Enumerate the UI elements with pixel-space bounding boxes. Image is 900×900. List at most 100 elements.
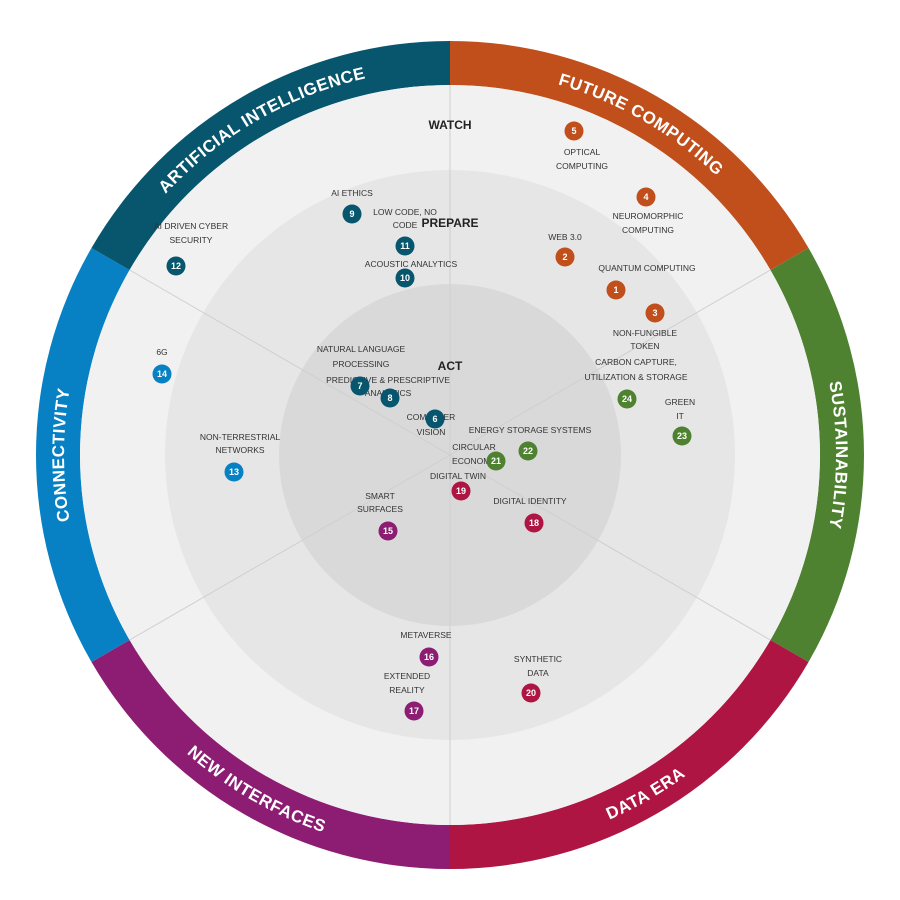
tech-number: 4	[643, 192, 648, 202]
tech-number: 23	[677, 431, 687, 441]
tech-number: 16	[424, 652, 434, 662]
tech-blip-ai-ethics[interactable]: 9	[342, 204, 362, 224]
tech-label-smart-surfaces: SURFACES	[357, 504, 403, 514]
tech-label-green-it: GREEN	[665, 397, 695, 407]
tech-number: 3	[652, 308, 657, 318]
tech-dot[interactable]	[645, 303, 665, 323]
segment-band-future-computing	[450, 41, 809, 270]
tech-blip-predictive-prescriptive-analytics[interactable]: 8	[380, 388, 400, 408]
tech-blip-non-terrestrial-networks[interactable]: 13	[224, 462, 244, 482]
tech-dot[interactable]	[555, 247, 575, 267]
tech-blip-non-fungible-token[interactable]: 3	[645, 303, 665, 323]
tech-number: 9	[349, 209, 354, 219]
tech-label-6g: 6G	[156, 347, 167, 357]
tech-blip-metaverse[interactable]: 16	[419, 647, 439, 667]
tech-blip-green-it[interactable]: 23	[672, 426, 692, 446]
tech-dot[interactable]	[419, 647, 439, 667]
tech-blip-smart-surfaces[interactable]: 15	[378, 521, 398, 541]
tech-blip-extended-reality[interactable]: 17	[404, 701, 424, 721]
tech-dot[interactable]	[380, 388, 400, 408]
tech-dot[interactable]	[518, 441, 538, 461]
tech-number: 10	[400, 273, 410, 283]
segment-divider	[129, 269, 451, 456]
tech-dot[interactable]	[486, 451, 506, 471]
tech-number: 6	[432, 414, 437, 424]
tech-label-circular-economy: ECONOMY	[452, 456, 496, 466]
tech-dot[interactable]	[152, 364, 172, 384]
tech-number: 15	[383, 526, 393, 536]
tech-dot[interactable]	[395, 268, 415, 288]
tech-dot[interactable]	[617, 389, 637, 409]
tech-label-low-code-no-code: LOW CODE, NO	[373, 207, 437, 217]
tech-dot[interactable]	[521, 683, 541, 703]
tech-label-optical-computing: OPTICAL	[564, 147, 601, 157]
ring-label-act: ACT	[438, 359, 463, 373]
segment-divider	[449, 269, 771, 456]
tech-label-non-fungible-token: NON-FUNGIBLE	[613, 328, 678, 338]
tech-dot[interactable]	[425, 409, 445, 429]
tech-dot[interactable]	[224, 462, 244, 482]
tech-label-neuromorphic-computing: COMPUTING	[622, 225, 674, 235]
tech-number: 19	[456, 486, 466, 496]
tech-blip-natural-language-processing[interactable]: 7	[350, 376, 370, 396]
tech-dot[interactable]	[166, 256, 186, 276]
tech-dot[interactable]	[636, 187, 656, 207]
tech-dot[interactable]	[672, 426, 692, 446]
tech-dot[interactable]	[404, 701, 424, 721]
tech-dot[interactable]	[451, 481, 471, 501]
tech-blip-circular-economy[interactable]: 21	[486, 451, 506, 471]
tech-label-low-code-no-code: CODE	[393, 220, 418, 230]
tech-number: 1	[613, 285, 618, 295]
tech-dot[interactable]	[342, 204, 362, 224]
tech-label-natural-language-processing: NATURAL LANGUAGE	[317, 344, 406, 354]
tech-label-non-terrestrial-networks: NON-TERRESTRIAL	[200, 432, 281, 442]
tech-dot[interactable]	[350, 376, 370, 396]
tech-blip-digital-twin[interactable]: 19	[451, 481, 471, 501]
tech-label-predictive-prescriptive-analytics: PREDICTIVE & PRESCRIPTIVE	[326, 375, 450, 385]
tech-dot[interactable]	[606, 280, 626, 300]
tech-number: 11	[400, 241, 410, 251]
tech-blip-web-3-0[interactable]: 2	[555, 247, 575, 267]
tech-number: 14	[157, 369, 167, 379]
tech-number: 12	[171, 261, 181, 271]
tech-blip-low-code-no-code[interactable]: 11	[395, 236, 415, 256]
tech-label-digital-identity: DIGITAL IDENTITY	[493, 496, 567, 506]
segment-dividers	[129, 85, 771, 825]
tech-dot[interactable]	[378, 521, 398, 541]
tech-dot[interactable]	[564, 121, 584, 141]
tech-label-extended-reality: REALITY	[389, 685, 425, 695]
tech-blip-quantum-computing[interactable]: 1	[606, 280, 626, 300]
tech-number: 18	[529, 518, 539, 528]
tech-label-ai-driven-cyber-security: AI DRIVEN CYBER	[154, 221, 228, 231]
ring-labels: WATCH PREPARE ACT	[421, 118, 478, 373]
tech-label-metaverse: METAVERSE	[400, 630, 451, 640]
tech-dot[interactable]	[524, 513, 544, 533]
tech-blip-6g[interactable]: 14	[152, 364, 172, 384]
ring-label-prepare: PREPARE	[421, 216, 478, 230]
tech-label-circular-economy: CIRCULAR	[452, 442, 495, 452]
segment-divider	[449, 454, 771, 641]
tech-number: 22	[523, 446, 533, 456]
tech-blip-acoustic-analytics[interactable]: 10	[395, 268, 415, 288]
tech-label-non-terrestrial-networks: NETWORKS	[215, 445, 264, 455]
tech-blip-ai-driven-cyber-security[interactable]: 12	[166, 256, 186, 276]
tech-blip-digital-identity[interactable]: 18	[524, 513, 544, 533]
tech-blip-carbon-capture-utilization-storage[interactable]: 24	[617, 389, 637, 409]
tech-label-synthetic-data: SYNTHETIC	[514, 654, 562, 664]
tech-label-green-it: IT	[676, 411, 684, 421]
tech-blip-synthetic-data[interactable]: 20	[521, 683, 541, 703]
tech-blip-computer-vision[interactable]: 6	[425, 409, 445, 429]
tech-blip-neuromorphic-computing[interactable]: 4	[636, 187, 656, 207]
tech-blip-energy-storage-systems[interactable]: 22	[518, 441, 538, 461]
tech-number: 17	[409, 706, 419, 716]
tech-number: 8	[387, 393, 392, 403]
tech-number: 24	[622, 394, 632, 404]
segment-bands	[35, 41, 864, 869]
tech-label-quantum-computing: QUANTUM COMPUTING	[598, 263, 695, 273]
segment-band-sustainability	[770, 248, 864, 662]
tech-blip-optical-computing[interactable]: 5	[564, 121, 584, 141]
tech-dot[interactable]	[395, 236, 415, 256]
